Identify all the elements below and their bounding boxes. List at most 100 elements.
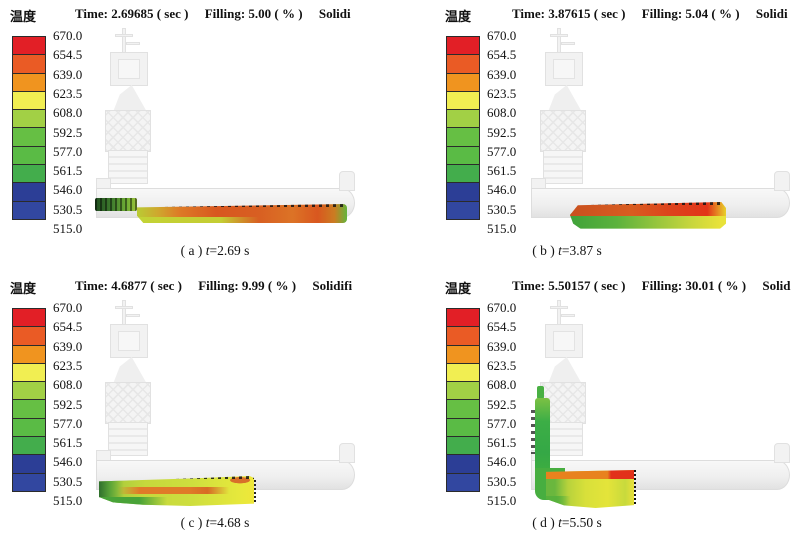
legend-cell bbox=[446, 381, 480, 401]
legend-tick-label: 515.0 bbox=[53, 493, 83, 508]
legend-tick-label: 592.5 bbox=[487, 124, 517, 140]
legend-tick-label: 561.5 bbox=[487, 163, 517, 179]
legend-title: 温度 bbox=[445, 9, 472, 24]
solidification-readout: Solidi bbox=[318, 6, 351, 21]
caption-label: ( b ) bbox=[532, 243, 559, 258]
caption-value: =5.50 s bbox=[561, 515, 602, 530]
caption-label: ( d ) bbox=[532, 515, 559, 530]
casting-scene bbox=[528, 28, 800, 242]
legend-cell bbox=[446, 362, 480, 383]
legend-cell bbox=[12, 109, 46, 129]
temperature-legend: 670.0 654.5 639.0 623.5 608.0 592.5 577.0 561.5… bbox=[446, 28, 536, 236]
caption: ( c ) t=4.68 s bbox=[0, 515, 400, 531]
legend-tick-label: 577.0 bbox=[53, 143, 83, 159]
tower-stack-block bbox=[108, 150, 148, 184]
tower-stack-block bbox=[543, 150, 583, 184]
caption-value: =2.69 s bbox=[209, 243, 250, 258]
legend-color-bar bbox=[12, 36, 46, 220]
legend-tick-label: 561.5 bbox=[487, 435, 517, 451]
legend-tick-label: 670.0 bbox=[487, 28, 517, 43]
sprue-arm bbox=[550, 306, 568, 309]
sprue-arm bbox=[115, 306, 133, 309]
legend-cell bbox=[12, 90, 46, 111]
legend-tick-label: 592.5 bbox=[487, 396, 517, 412]
time-readout: Time: 4.6877 ( sec ) bbox=[75, 278, 182, 293]
sprue-arm bbox=[550, 34, 568, 37]
filling-readout: Filling: 30.01 ( % ) bbox=[641, 278, 747, 293]
legend-tick-label: 639.0 bbox=[487, 66, 517, 82]
tower-stack-block bbox=[108, 422, 148, 456]
legend-cell bbox=[446, 109, 480, 129]
casting-scene bbox=[528, 300, 800, 514]
melt-runner-column bbox=[535, 398, 550, 476]
legend-tick-label: 530.5 bbox=[53, 201, 83, 217]
legend-cell bbox=[12, 72, 46, 92]
legend-tick-label: 592.5 bbox=[53, 396, 83, 412]
melt-region bbox=[570, 202, 726, 229]
legend-tick-label: 546.0 bbox=[53, 454, 83, 470]
legend-cell bbox=[446, 36, 480, 56]
melt-region bbox=[537, 386, 544, 399]
status-bar: Time: 2.69685 ( sec ) Filling: 5.00 ( % … bbox=[75, 6, 351, 22]
time-readout: Time: 5.50157 ( sec ) bbox=[512, 278, 626, 293]
legend-tick-label: 623.5 bbox=[487, 85, 517, 101]
sprue-arm bbox=[561, 42, 575, 45]
solidification-readout: Solidifi bbox=[312, 278, 353, 293]
legend-tick-label: 530.5 bbox=[487, 201, 517, 217]
solidification-readout: Solidi bbox=[755, 6, 788, 21]
panel-a: 温度 Time: 2.69685 ( sec ) Filling: 5.00 (… bbox=[0, 0, 400, 266]
legend-title: 温度 bbox=[10, 9, 37, 24]
legend-tick-label: 561.5 bbox=[53, 163, 83, 179]
tower-frame-block bbox=[545, 52, 583, 86]
legend-tick-label: 592.5 bbox=[53, 124, 83, 140]
pour-funnel bbox=[548, 357, 582, 384]
caption-variable: t bbox=[558, 515, 562, 530]
tower-lattice-block bbox=[540, 110, 586, 152]
legend-cell bbox=[12, 454, 46, 474]
legend-cell bbox=[12, 145, 46, 166]
legend-cell bbox=[446, 72, 480, 92]
caption: ( a ) t=2.69 s bbox=[0, 243, 400, 259]
legend-tick-labels: 670.0 654.5 639.0 623.5 608.0 592.5 577.0 561.5… bbox=[53, 28, 101, 236]
legend-tick-label: 639.0 bbox=[53, 338, 83, 354]
tower-frame-block bbox=[545, 324, 583, 358]
legend-cell bbox=[446, 90, 480, 111]
riser-stub bbox=[339, 171, 355, 191]
sprue-arm bbox=[126, 42, 140, 45]
legend-cell bbox=[12, 127, 46, 147]
legend-tick-label: 577.0 bbox=[53, 415, 83, 431]
tower-frame-inner bbox=[118, 59, 140, 79]
legend-cell bbox=[12, 344, 46, 364]
legend-color-bar bbox=[12, 308, 46, 492]
legend-tick-label: 561.5 bbox=[53, 435, 83, 451]
legend-title: 温度 bbox=[10, 281, 37, 296]
tower-lattice-block bbox=[105, 110, 151, 152]
caption-variable: t bbox=[558, 243, 562, 258]
legend-tick-labels: 670.0 654.5 639.0 623.5 608.0 592.5 577.0 561.5… bbox=[487, 300, 535, 508]
legend-cell bbox=[446, 127, 480, 147]
legend-cell bbox=[12, 436, 46, 456]
riser-stub bbox=[774, 443, 790, 463]
caption-value: =4.68 s bbox=[209, 515, 250, 530]
legend-tick-label: 515.0 bbox=[487, 221, 517, 236]
legend-tick-label: 639.0 bbox=[53, 66, 83, 82]
panel-d: 温度 Time: 5.50157 ( sec ) Filling: 30.01 … bbox=[400, 272, 800, 546]
legend-tick-label: 654.5 bbox=[53, 319, 83, 335]
tower-frame-inner bbox=[553, 59, 575, 79]
legend-cell bbox=[446, 308, 480, 328]
caption: ( d ) t=5.50 s bbox=[400, 515, 800, 531]
legend-tick-labels: 670.0 654.5 639.0 623.5 608.0 592.5 577.0 561.5… bbox=[53, 300, 101, 508]
sprue-arm bbox=[115, 34, 133, 37]
legend-cell bbox=[12, 472, 46, 492]
status-bar: Time: 5.50157 ( sec ) Filling: 30.01 ( %… bbox=[512, 278, 791, 294]
legend-tick-label: 654.5 bbox=[487, 319, 517, 335]
legend-tick-label: 577.0 bbox=[487, 143, 517, 159]
caption: ( b ) t=3.87 s bbox=[400, 243, 800, 259]
legend-cell bbox=[446, 164, 480, 184]
legend-cell bbox=[12, 200, 46, 220]
legend-cell bbox=[446, 399, 480, 419]
legend-cell bbox=[12, 326, 46, 346]
riser-stub bbox=[774, 171, 790, 191]
filling-readout: Filling: 9.99 ( % ) bbox=[198, 278, 297, 293]
